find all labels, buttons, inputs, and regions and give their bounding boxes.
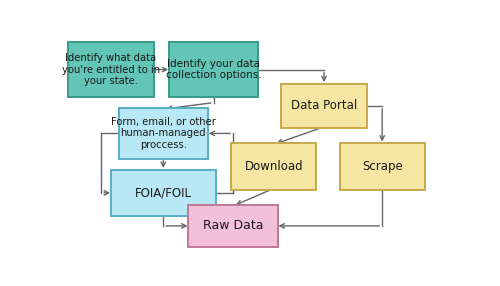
Text: Raw Data: Raw Data xyxy=(203,219,263,233)
FancyBboxPatch shape xyxy=(68,42,154,97)
Text: Identify your data
collection options.: Identify your data collection options. xyxy=(166,59,262,80)
FancyBboxPatch shape xyxy=(340,143,425,190)
Text: Download: Download xyxy=(244,160,303,173)
Text: Data Portal: Data Portal xyxy=(291,100,357,112)
Text: Form, email, or other
human-managed
proccess.: Form, email, or other human-managed proc… xyxy=(111,117,216,150)
Text: Identify what data
you're entitled to in
your state.: Identify what data you're entitled to in… xyxy=(62,53,160,86)
Text: FOIA/FOIL: FOIA/FOIL xyxy=(135,186,192,199)
FancyBboxPatch shape xyxy=(118,108,208,159)
Text: Scrape: Scrape xyxy=(362,160,403,173)
FancyBboxPatch shape xyxy=(188,205,278,247)
FancyBboxPatch shape xyxy=(231,143,316,190)
FancyBboxPatch shape xyxy=(282,84,366,128)
FancyBboxPatch shape xyxy=(169,42,258,97)
FancyBboxPatch shape xyxy=(111,170,216,216)
